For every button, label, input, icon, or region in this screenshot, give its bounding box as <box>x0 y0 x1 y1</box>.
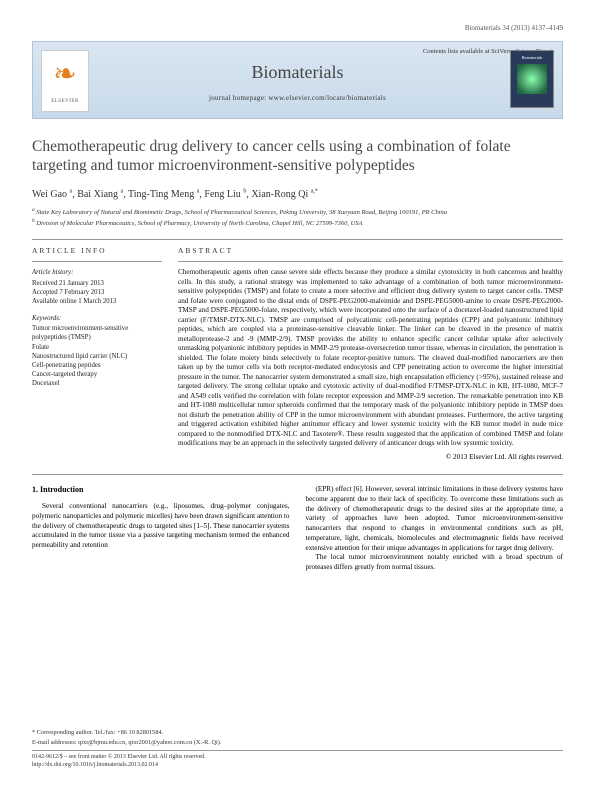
elsevier-tree-icon: ❧ <box>42 51 88 99</box>
history-line: Available online 1 March 2013 <box>32 297 162 306</box>
abstract-head: ABSTRACT <box>178 246 563 256</box>
intro-paragraph-left: Several conventional nanocarriers (e.g.,… <box>32 502 290 551</box>
body-two-column: 1. Introduction Several conventional nan… <box>32 485 563 572</box>
keywords-block: Keywords: Tumor microenvironment-sensiti… <box>32 314 162 388</box>
affiliations: a State Key Laboratory of Natural and Bi… <box>32 207 563 229</box>
history-subhead: Article history: <box>32 268 162 277</box>
keyword: Cancer-targeted therapy <box>32 370 162 379</box>
cover-title: Biomaterials <box>511 51 553 60</box>
introduction-heading: 1. Introduction <box>32 485 290 496</box>
divider <box>178 261 563 262</box>
affiliation-line: a State Key Laboratory of Natural and Bi… <box>32 207 563 218</box>
journal-cover-thumbnail: Biomaterials <box>510 50 554 108</box>
journal-homepage: journal homepage: www.elsevier.com/locat… <box>43 94 552 103</box>
affiliation-line: b Division of Molecular Pharmaceutics, S… <box>32 218 563 229</box>
intro-paragraph-right-2: The local tumor microenvironment notably… <box>306 553 564 572</box>
history-line: Received 21 January 2013 <box>32 279 162 288</box>
divider <box>32 474 563 475</box>
keyword: Cell-penetrating peptides <box>32 361 162 370</box>
cover-image-icon <box>517 64 547 94</box>
doi-line: 0142-9612/$ – see front matter © 2013 El… <box>32 750 563 770</box>
body-right-column: (EPR) effect [6]. However, several intri… <box>306 485 564 572</box>
keyword: Docetaxel <box>32 379 162 388</box>
article-info-head: ARTICLE INFO <box>32 246 162 256</box>
page-header-citation: Biomaterials 34 (2013) 4137–4149 <box>32 24 563 33</box>
keyword: Nanostructured lipid carrier (NLC) <box>32 352 162 361</box>
elsevier-label: ELSEVIER <box>42 99 88 106</box>
divider <box>32 261 162 262</box>
keywords-subhead: Keywords: <box>32 314 162 323</box>
banner-sciencedirect-line: Contents lists available at SciVerse Sci… <box>43 48 552 56</box>
elsevier-logo: ❧ ELSEVIER <box>41 50 89 112</box>
abstract-copyright: © 2013 Elsevier Ltd. All rights reserved… <box>178 453 563 462</box>
article-info-column: ARTICLE INFO Article history: Received 2… <box>32 246 162 463</box>
page-footer: * Corresponding author. Tel./fax: +86 10… <box>32 729 563 770</box>
journal-banner: ❧ ELSEVIER Biomaterials Contents lists a… <box>32 41 563 119</box>
info-abstract-row: ARTICLE INFO Article history: Received 2… <box>32 246 563 463</box>
body-left-column: 1. Introduction Several conventional nan… <box>32 485 290 572</box>
keyword: Tumor microenvironment-sensitive polypep… <box>32 324 162 342</box>
corresponding-email: E-mail addresses: qixr@bjmu.edu.cn, qixr… <box>32 739 563 747</box>
history-line: Accepted 7 February 2013 <box>32 288 162 297</box>
article-title: Chemotherapeutic drug delivery to cancer… <box>32 137 563 176</box>
abstract-text: Chemotherapeutic agents often cause seve… <box>178 268 563 449</box>
article-history: Article history: Received 21 January 201… <box>32 268 162 306</box>
divider <box>32 239 563 240</box>
journal-name: Biomaterials <box>43 61 552 84</box>
author-list: Wei Gao a, Bai Xiang a, Ting-Ting Meng a… <box>32 188 563 201</box>
intro-paragraph-right-1: (EPR) effect [6]. However, several intri… <box>306 485 564 553</box>
keyword: Folate <box>32 343 162 352</box>
abstract-column: ABSTRACT Chemotherapeutic agents often c… <box>178 246 563 463</box>
corresponding-author: * Corresponding author. Tel./fax: +86 10… <box>32 729 563 737</box>
